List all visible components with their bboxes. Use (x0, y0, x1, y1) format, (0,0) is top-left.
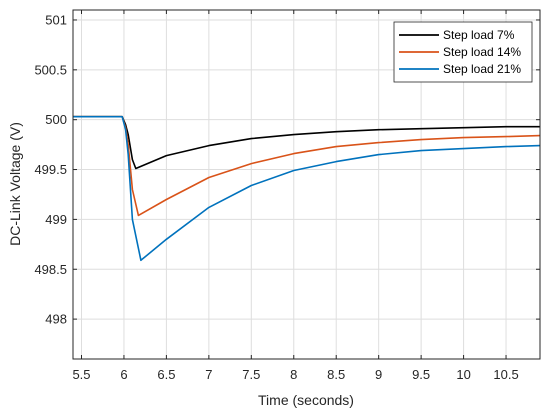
x-tick-label: 7 (205, 367, 212, 382)
legend: Step load 7% Step load 14% Step load 21% (393, 21, 533, 83)
x-tick-label: 9.5 (412, 367, 430, 382)
y-tick-label: 498.5 (34, 262, 67, 277)
x-tick-label: 8 (290, 367, 297, 382)
x-axis-label: Time (seconds) (258, 392, 354, 408)
axis-ticks (73, 10, 540, 359)
legend-label-2: Step load 14% (443, 45, 521, 59)
x-tick-label: 6 (120, 367, 127, 382)
legend-label-3: Step load 21% (443, 62, 521, 76)
x-tick-label: 5.5 (72, 367, 90, 382)
x-tick-labels: 5.5 6 6.5 7 7.5 8 8.5 9 9.5 10 10.5 (72, 367, 518, 382)
y-axis-label: DC-Link Voltage (V) (7, 122, 23, 246)
y-tick-label: 499 (45, 212, 67, 227)
y-tick-label: 500 (45, 112, 67, 127)
series-lines (73, 115, 541, 262)
y-tick-label: 499.5 (34, 162, 67, 177)
series-line-1 (73, 115, 540, 170)
plot-frame (72, 9, 541, 360)
x-tick-label: 10.5 (493, 367, 518, 382)
x-tick-label: 6.5 (157, 367, 175, 382)
legend-label-1: Step load 7% (443, 28, 515, 42)
y-tick-label: 501 (45, 12, 67, 27)
x-tick-label: 10 (456, 367, 470, 382)
x-tick-label: 8.5 (327, 367, 345, 382)
x-tick-label: 7.5 (242, 367, 260, 382)
series-line-3 (73, 115, 541, 262)
y-tick-label: 498 (45, 312, 67, 327)
x-tick-label: 9 (375, 367, 382, 382)
y-tick-label: 500.5 (34, 62, 67, 77)
y-tick-labels: 498 498.5 499 499.5 500 500.5 501 (34, 12, 67, 326)
